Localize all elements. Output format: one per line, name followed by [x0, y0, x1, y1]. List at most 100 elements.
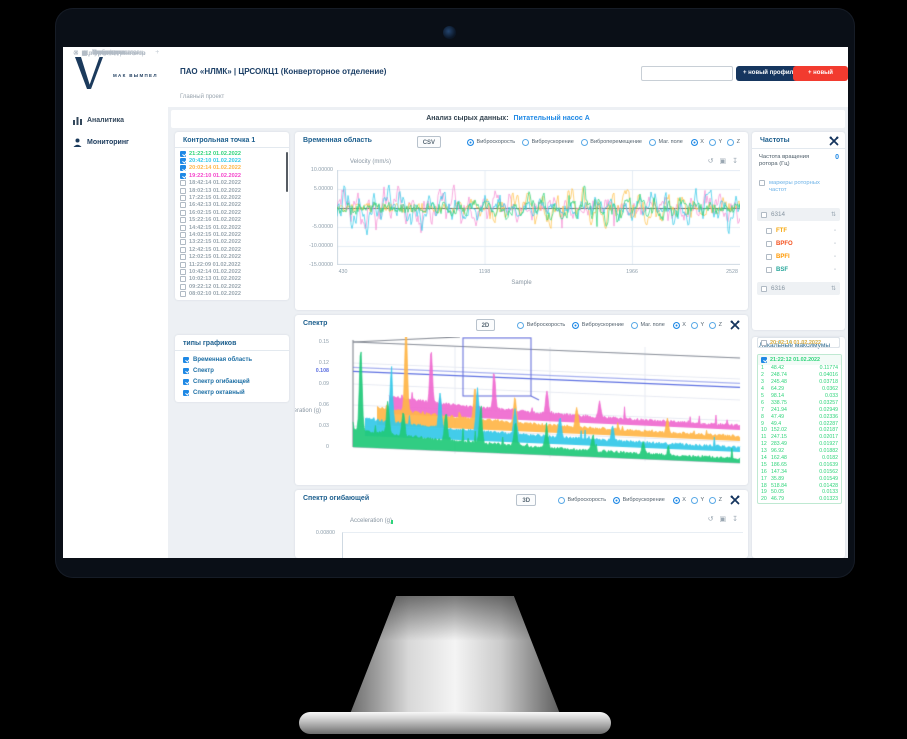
sort-arrows-icon[interactable]: ⇅ [830, 286, 836, 292]
sidebar-item-monitoring[interactable]: Мониторинг [73, 136, 129, 148]
chart-type-checkbox[interactable] [183, 389, 189, 396]
timestamp-checkbox[interactable] [180, 150, 186, 157]
timestamp-row[interactable]: 18:42:14 01.02.2022 [180, 180, 282, 187]
sidebar-equipment-item[interactable]: ▦ Трансформаторы + [81, 47, 163, 58]
chart-type-option[interactable]: Временная область [175, 354, 289, 365]
radio-icon[interactable] [727, 138, 735, 146]
axis-radio-option[interactable]: X [690, 138, 704, 146]
radio-icon[interactable] [708, 138, 716, 146]
signal-radio-option[interactable]: Виброускорение [522, 138, 574, 146]
chart-type-option[interactable]: Спектр [175, 365, 289, 376]
sidebar-equipment-item[interactable]: ◐ Генераторы + [81, 47, 163, 58]
signal-radio-option[interactable]: Виброскорость [467, 138, 515, 146]
expand-plus-icon[interactable]: + [155, 49, 159, 56]
axis-radio-option[interactable]: Y [690, 321, 704, 329]
radio-icon[interactable] [672, 321, 680, 329]
chart-type-option[interactable]: Спектр огибающей [175, 376, 289, 387]
env-plot-area[interactable] [342, 532, 743, 558]
timestamp-checkbox[interactable] [180, 195, 186, 202]
timestamp-checkbox[interactable] [180, 187, 186, 194]
timestamp-checkbox[interactable] [180, 239, 186, 246]
timestamp-row[interactable]: 16:42:13 01.02.2022 [180, 202, 282, 209]
radio-icon[interactable] [572, 321, 580, 329]
timestamp-checkbox[interactable] [180, 268, 186, 275]
timestamp-checkbox[interactable] [180, 158, 186, 165]
reset-zoom-icon[interactable]: ↺ [707, 516, 714, 523]
new-profile-button[interactable]: + новый профиль [736, 66, 805, 81]
signal-radio-option[interactable]: Виброскорость [517, 321, 565, 329]
fault-frequency-row[interactable]: BPFI - [766, 250, 838, 263]
signal-radio-option[interactable]: Виброперемещение [580, 138, 642, 146]
axis-radio-option[interactable]: Y [690, 496, 704, 504]
expand-plus-icon[interactable]: + [155, 49, 159, 56]
pan-select-icon[interactable]: ▣ [719, 516, 727, 523]
signal-radio-option[interactable]: Виброускорение [613, 496, 665, 504]
timestamp-checkbox[interactable] [180, 261, 186, 268]
fault-frequency-checkbox[interactable] [766, 266, 772, 273]
radio-icon[interactable] [690, 321, 698, 329]
sidebar-footer-item[interactable]: ✕ Программа ремонта [73, 47, 145, 59]
download-icon[interactable]: ↧ [732, 158, 738, 165]
local-maxima-header-row[interactable]: 21:22:12 01.02.2022 [758, 355, 841, 365]
timestamp-checkbox[interactable] [180, 254, 186, 261]
timestamp-checkbox[interactable] [180, 180, 186, 187]
timestamp-row[interactable]: 14:42:15 01.02.2022 [180, 224, 282, 231]
expand-plus-icon[interactable]: + [155, 49, 159, 56]
radio-icon[interactable] [580, 138, 588, 146]
radio-icon[interactable] [517, 321, 525, 329]
spectrum-plot[interactable] [335, 337, 745, 480]
timestamp-scrollbar[interactable] [285, 152, 288, 192]
timestamp-checkbox[interactable] [180, 172, 186, 179]
timestamp-row[interactable]: 10:02:13 01.02.2022 [180, 276, 282, 283]
timestamp-checkbox[interactable] [180, 276, 186, 283]
radio-icon[interactable] [631, 321, 638, 329]
timestamp-row[interactable]: 08:02:10 01.02.2022 [180, 290, 282, 298]
sidebar-equipment-item[interactable]: ⊙ Турбины + [81, 47, 163, 58]
frequencies-settings-wrench-icon[interactable] [829, 136, 839, 146]
sidebar-equipment-item[interactable]: ⌂ Здания + [81, 47, 163, 58]
radio-icon[interactable] [467, 138, 475, 146]
timestamp-checkbox[interactable] [180, 231, 186, 238]
timestamp-row[interactable]: 20:02:14 01.02.2022 [180, 165, 282, 172]
timestamp-checkbox[interactable] [180, 209, 186, 216]
radio-icon[interactable] [558, 496, 566, 504]
sidebar-equipment-item[interactable]: ◎ Насосы + [81, 47, 163, 58]
axis-radio-option[interactable]: Z [709, 496, 722, 504]
sidebar-item-analytics[interactable]: Аналитика [73, 114, 124, 126]
expand-plus-icon[interactable]: + [155, 49, 159, 56]
timestamp-checkbox[interactable] [180, 283, 186, 290]
radio-icon[interactable] [672, 496, 680, 504]
fault-frequency-row[interactable]: BSF - [766, 263, 838, 276]
chart-type-checkbox[interactable] [183, 356, 189, 363]
signal-radio-option[interactable]: Виброускорение [572, 321, 624, 329]
timestamp-checkbox[interactable] [180, 291, 186, 298]
axis-radio-option[interactable]: Z [727, 138, 740, 146]
fault-frequency-checkbox[interactable] [766, 240, 772, 247]
chart-type-checkbox[interactable] [183, 367, 189, 374]
signal-radio-option[interactable]: Виброскорость [558, 496, 606, 504]
radio-icon[interactable] [613, 496, 621, 504]
new-widget-button[interactable]: + новый виджет [793, 66, 848, 91]
timestamp-checkbox[interactable] [180, 202, 186, 209]
spectrum-settings-wrench-icon[interactable] [730, 320, 740, 330]
rotor-markers-checkbox[interactable] [759, 180, 765, 186]
axis-radio-option[interactable]: X [672, 496, 686, 504]
expand-plus-icon[interactable]: + [155, 49, 159, 56]
fault-frequency-checkbox[interactable] [766, 253, 772, 260]
axis-radio-option[interactable]: Z [709, 321, 722, 329]
timestamp-row[interactable]: 14:02:15 01.02.2022 [180, 231, 282, 238]
maxima-timestamp-checkbox[interactable] [761, 357, 767, 363]
timestamp-checkbox[interactable] [180, 246, 186, 253]
other-timestamp-checkbox[interactable] [761, 339, 767, 346]
chart-type-option[interactable]: Спектр октавный [175, 387, 289, 398]
sidebar-equipment-item[interactable]: ▣ Модули + [81, 47, 163, 58]
bearing-row-6316[interactable]: 6316 ⇅ [757, 282, 840, 295]
sidebar-equipment-item[interactable]: ⊕ Электродвигатели + [81, 47, 163, 58]
radio-icon[interactable] [709, 321, 717, 329]
envelope-settings-wrench-icon[interactable] [730, 495, 740, 505]
expand-plus-icon[interactable]: + [155, 49, 159, 56]
bearing-checkbox[interactable] [761, 285, 767, 292]
expand-plus-icon[interactable]: + [155, 49, 159, 56]
expand-plus-icon[interactable]: + [155, 49, 159, 56]
timestamp-row[interactable]: 21:22:12 01.02.2022 [180, 150, 282, 157]
